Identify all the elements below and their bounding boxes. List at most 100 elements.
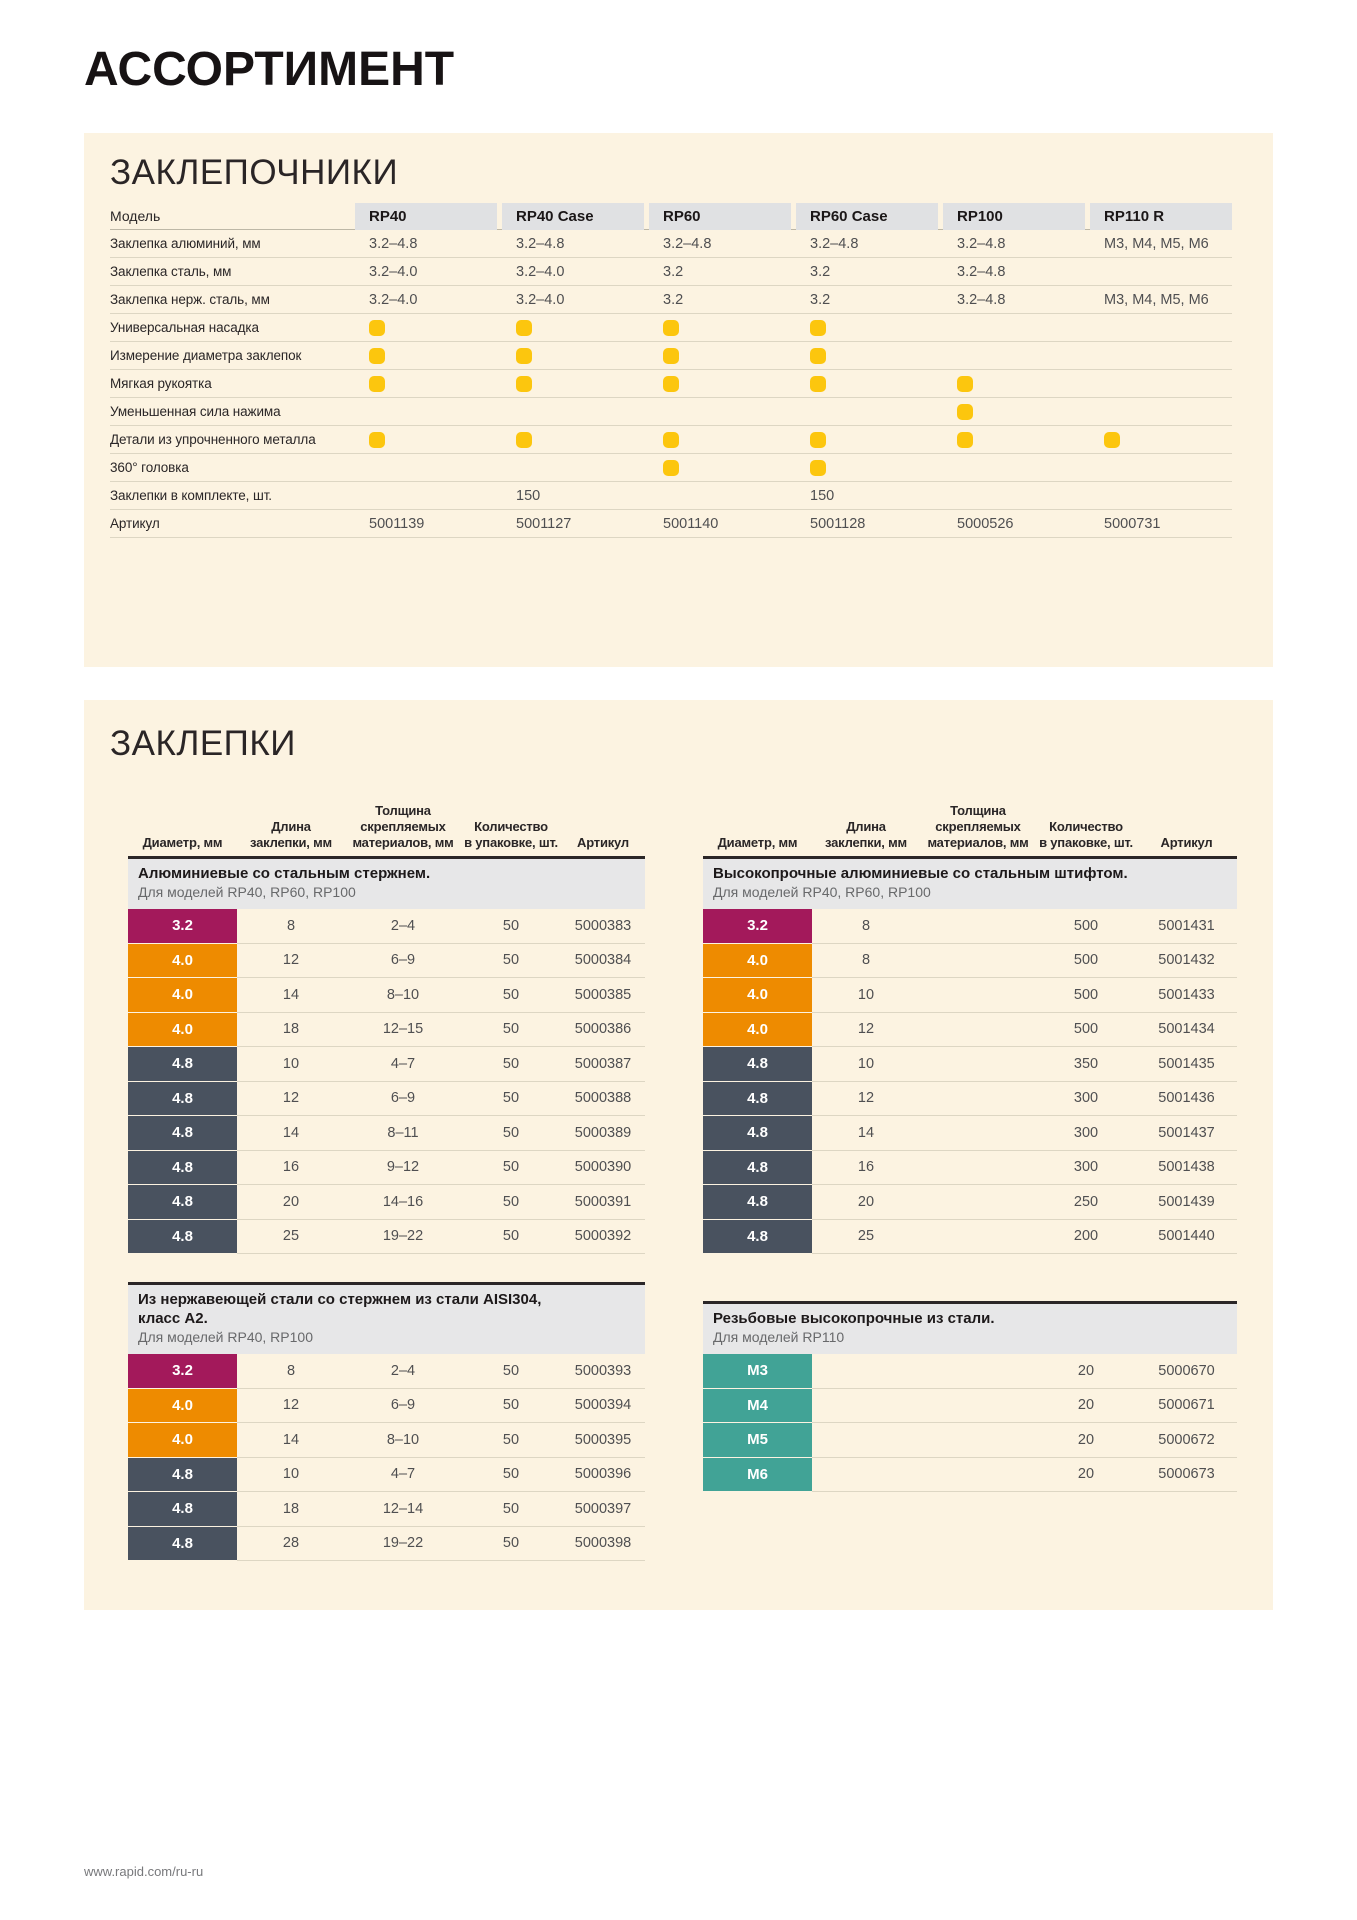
length-cell: 28 <box>237 1527 345 1561</box>
diameter-cell: 4.8 <box>128 1150 237 1185</box>
sku-cell: 5001436 <box>1136 1082 1237 1116</box>
feature-dot-icon <box>369 347 385 364</box>
feature-cell: 3.2 <box>810 291 831 308</box>
feature-cell <box>796 454 938 481</box>
rivets-column-headers: Диаметр, мм Длина заклепки, мм Толщина скр… <box>703 796 1237 856</box>
table-spacer <box>703 1254 1237 1301</box>
sku-cell: 5000387 <box>561 1047 645 1082</box>
feature-cell <box>943 426 1085 453</box>
thickness-cell <box>920 1047 1036 1082</box>
feature-dot-icon <box>663 431 679 448</box>
rivet-row: 4.8 16 300 5001438 <box>703 1150 1237 1185</box>
sku-cell: 5001438 <box>1136 1151 1237 1185</box>
rivet-row: 4.8 16 9–12 50 5000390 <box>128 1150 645 1185</box>
riveters-panel: ЗАКЛЕПОЧНИКИ Модель RP40 RP40 Case RP60 RP6… <box>84 133 1273 667</box>
sku-cell: 5000386 <box>561 1013 645 1047</box>
rivet-row: 4.8 25 19–22 50 5000392 <box>128 1219 645 1254</box>
sku-cell: 5000388 <box>561 1082 645 1116</box>
feature-dot-icon <box>663 459 679 476</box>
qty-cell: 300 <box>1036 1116 1136 1151</box>
riveters-row: Мягкая рукоятка <box>110 370 1232 398</box>
feature-dot-icon <box>516 347 532 364</box>
qty-cell: 50 <box>461 1013 561 1047</box>
feature-cell: 3.2–4.8 <box>663 235 712 252</box>
sku-cell: 5000673 <box>1136 1458 1237 1492</box>
qty-cell: 200 <box>1036 1220 1136 1254</box>
feature-dot-icon <box>810 375 826 392</box>
sku-cell: 5000389 <box>561 1116 645 1151</box>
rivet-row: 4.0 14 8–10 50 5000385 <box>128 978 645 1013</box>
feature-cell: 150 <box>516 487 541 504</box>
sku-cell: 5000397 <box>561 1492 645 1527</box>
rivet-row: 4.0 18 12–15 50 5000386 <box>128 1012 645 1047</box>
feature-dot-icon <box>369 431 385 448</box>
section-header: Резьбовые высокопрочные из стали. Для мод… <box>703 1301 1237 1354</box>
length-cell: 12 <box>237 944 345 978</box>
feature-cell: 3.2–4.0 <box>369 291 418 308</box>
sku-cell: 5000385 <box>561 978 645 1013</box>
diameter-cell: 4.8 <box>128 1457 237 1492</box>
sku-cell: 5001431 <box>1136 909 1237 944</box>
thickness-cell: 8–11 <box>345 1116 461 1151</box>
column-header: Количество в упаковке, шт. <box>464 819 558 850</box>
sku-cell: 5001433 <box>1136 978 1237 1013</box>
thickness-cell <box>920 1151 1036 1185</box>
riveters-row: Детали из упрочненного металла <box>110 426 1232 454</box>
length-cell: 14 <box>237 978 345 1013</box>
feature-dot-icon <box>810 347 826 364</box>
feature-label: Мягкая рукоятка <box>110 376 212 391</box>
thickness-cell <box>920 1116 1036 1151</box>
feature-cell <box>649 398 791 425</box>
rivet-row: M6 20 5000673 <box>703 1457 1237 1492</box>
diameter-cell: 3.2 <box>128 1354 237 1389</box>
feature-cell: 150 <box>810 487 835 504</box>
thickness-cell: 2–4 <box>345 1354 461 1389</box>
length-cell: 16 <box>237 1151 345 1185</box>
rivet-row: 4.8 10 4–7 50 5000387 <box>128 1047 645 1082</box>
qty-cell: 500 <box>1036 944 1136 978</box>
feature-dot-icon <box>810 431 826 448</box>
thickness-cell: 8–10 <box>345 1423 461 1458</box>
diameter-cell: 4.0 <box>703 978 812 1013</box>
feature-dot-icon <box>663 347 679 364</box>
feature-dot-icon <box>1104 431 1120 448</box>
feature-cell <box>943 398 1085 425</box>
page-title: АССОРТИМЕНТ <box>84 43 455 96</box>
rivet-row: 4.0 12 6–9 50 5000384 <box>128 943 645 978</box>
feature-dot-icon <box>369 375 385 392</box>
rivet-row: M3 20 5000670 <box>703 1354 1237 1389</box>
rivets-column-right: Диаметр, мм Длина заклепки, мм Толщина скр… <box>703 796 1237 1561</box>
feature-cell: 3.2–4.8 <box>957 291 1006 308</box>
feature-dot-icon <box>663 319 679 336</box>
rivet-row: 4.8 10 350 5001435 <box>703 1047 1237 1082</box>
section-header: Из нержавеющей стали со стержнем из стал… <box>128 1282 645 1354</box>
feature-cell: 3.2–4.8 <box>369 235 418 252</box>
diameter-cell: 4.0 <box>128 1423 237 1458</box>
feature-dot-icon <box>516 319 532 336</box>
feature-cell: M3, M4, M5, M6 <box>1104 291 1209 308</box>
thickness-cell <box>920 909 1036 944</box>
feature-cell: 3.2–4.0 <box>369 263 418 280</box>
length-cell: 25 <box>237 1220 345 1254</box>
feature-dot-icon <box>516 375 532 392</box>
length-cell: 16 <box>812 1151 920 1185</box>
rivet-row: 4.8 14 300 5001437 <box>703 1116 1237 1151</box>
riveters-heading: ЗАКЛЕПОЧНИКИ <box>110 153 399 192</box>
column-header: Толщина скрепляемых материалов, мм <box>352 803 454 850</box>
model-column-label: Модель <box>110 208 161 224</box>
column-header: Артикул <box>577 835 629 850</box>
qty-cell: 50 <box>461 1185 561 1220</box>
feature-label: 360° головка <box>110 460 189 475</box>
thickness-cell <box>920 1423 1036 1458</box>
length-cell: 12 <box>237 1082 345 1116</box>
section-title: Алюминиевые со стальным стержнем. <box>138 865 431 882</box>
sku-cell: 5000384 <box>561 944 645 978</box>
length-cell: 14 <box>237 1423 345 1458</box>
feature-label: Заклепка сталь, мм <box>110 264 232 279</box>
feature-cell <box>1090 454 1232 481</box>
section-subtitle: Для моделей RP110 <box>713 1329 845 1345</box>
feature-dot-icon <box>369 319 385 336</box>
thickness-cell <box>920 1082 1036 1116</box>
riveters-row: 360° головка <box>110 454 1232 482</box>
section-header: Высокопрочные алюминиевые со стальным шт… <box>703 856 1237 909</box>
